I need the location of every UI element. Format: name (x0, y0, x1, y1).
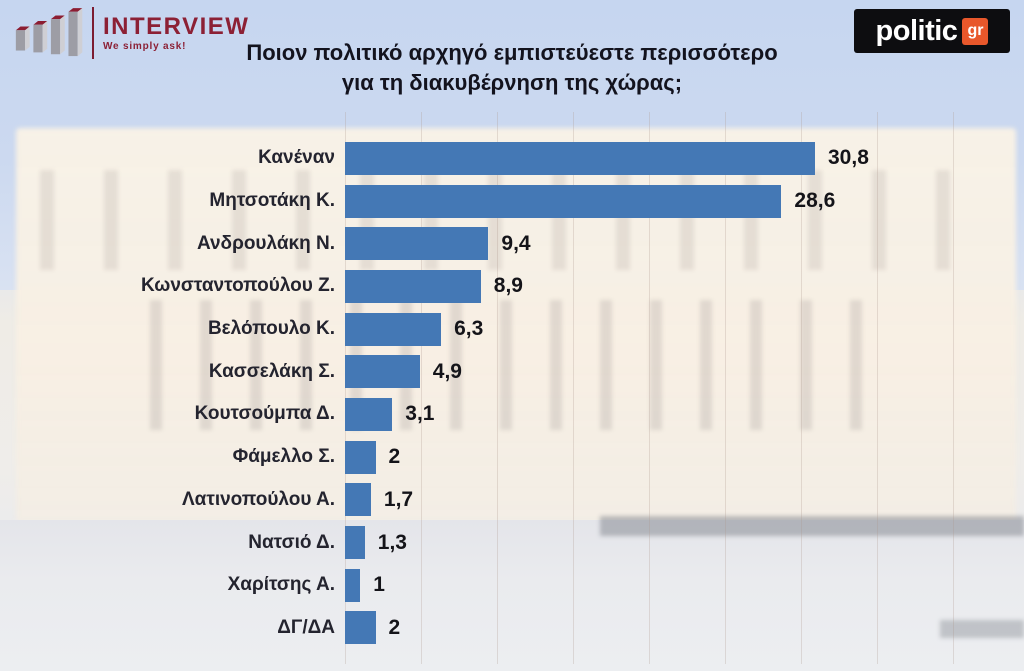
bar-category-label: Κουτσούμπα Δ. (194, 403, 335, 425)
bar (345, 526, 365, 560)
bar-row: Κουτσούμπα Δ. 3,1 (30, 393, 1010, 436)
bar-value-label: 4,9 (432, 359, 462, 383)
bar (345, 269, 481, 303)
interview-bars-icon (15, 8, 83, 57)
bar-value-label: 9,4 (501, 231, 531, 255)
interview-logo-tagline: We simply ask! (103, 41, 187, 53)
bar-row: Μητσοτάκη Κ. 28,6 (30, 180, 1010, 223)
bar-category-label: Λατινοπούλου Α. (181, 488, 335, 510)
bar-row: Χαρίτσης Α. 1 (30, 564, 1010, 607)
interview-logo: INTERVIEW We simply ask! (14, 4, 249, 62)
interview-logo-text: INTERVIEW (103, 12, 250, 40)
bar (345, 611, 376, 645)
bar (345, 355, 420, 389)
bar-value-label: 2 (388, 445, 401, 469)
bar-category-label: Ανδρουλάκη Ν. (196, 232, 335, 254)
bar-category-label: Φάμελλο Σ. (232, 446, 335, 468)
bar (345, 397, 393, 431)
bar-category-label: Βελόπουλο Κ. (207, 318, 335, 340)
bar (345, 184, 782, 218)
bar-row: Ανδρουλάκη Ν. 9,4 (30, 222, 1010, 265)
bar-row: Νατσιό Δ. 1,3 (30, 521, 1010, 564)
politic-logo-gr-badge: gr (962, 17, 989, 45)
chart-title-line2: για τη διακυβέρνηση της χώρας; (341, 69, 683, 95)
bar-chart: Κανέναν 30,8 Μητσοτάκη Κ. 28,6 Ανδρουλάκη Ν.… (30, 137, 1010, 649)
bar-row: Κασσελάκη Σ. 4,9 (30, 350, 1010, 393)
bar (345, 227, 489, 261)
politic-logo-text: politic (875, 14, 958, 47)
bar-value-label: 1,7 (383, 487, 414, 511)
bar (345, 312, 442, 346)
bar-value-label: 6,3 (454, 317, 484, 341)
bar-category-label: Νατσιό Δ. (248, 531, 335, 553)
chart-title-line1: Ποιον πολιτικό αρχηγό εμπιστεύεστε περισ… (246, 40, 778, 65)
bar-row: ΔΓ/ΔΑ 2 (30, 607, 1010, 650)
bar (345, 568, 361, 602)
bar-value-label: 3,1 (405, 402, 435, 426)
bar (345, 440, 376, 474)
bar (345, 483, 371, 517)
bar-row: Κανέναν 30,8 (30, 137, 1010, 180)
bar-value-label: 1 (373, 573, 385, 597)
bar (345, 141, 815, 175)
bar-category-label: ΔΓ/ΔΑ (277, 616, 335, 638)
politic-logo: politic gr (854, 9, 1010, 53)
chart-title: Ποιον πολιτικό αρχηγό εμπιστεύεστε περισ… (0, 38, 1024, 97)
bar-value-label: 30,8 (828, 146, 869, 170)
bar-category-label: Κασσελάκη Σ. (208, 360, 335, 382)
bar-value-label: 28,6 (794, 189, 836, 213)
bar-value-label: 8,9 (493, 274, 523, 298)
bar-row: Φάμελλο Σ. 2 (30, 436, 1010, 479)
bar-row: Βελόπουλο Κ. 6,3 (30, 308, 1010, 351)
bar-row: Λατινοπούλου Α. 1,7 (30, 479, 1010, 522)
bar-category-label: Μητσοτάκη Κ. (209, 190, 335, 212)
bar-value-label: 2 (388, 615, 401, 639)
interview-logo-divider (92, 7, 94, 59)
bar-category-label: Κωνσταντοπούλου Ζ. (141, 275, 335, 297)
bar-row: Κωνσταντοπούλου Ζ. 8,9 (30, 265, 1010, 308)
bar-category-label: Κανέναν (258, 147, 335, 169)
bar-category-label: Χαρίτσης Α. (227, 574, 335, 596)
bar-value-label: 1,3 (377, 530, 407, 554)
